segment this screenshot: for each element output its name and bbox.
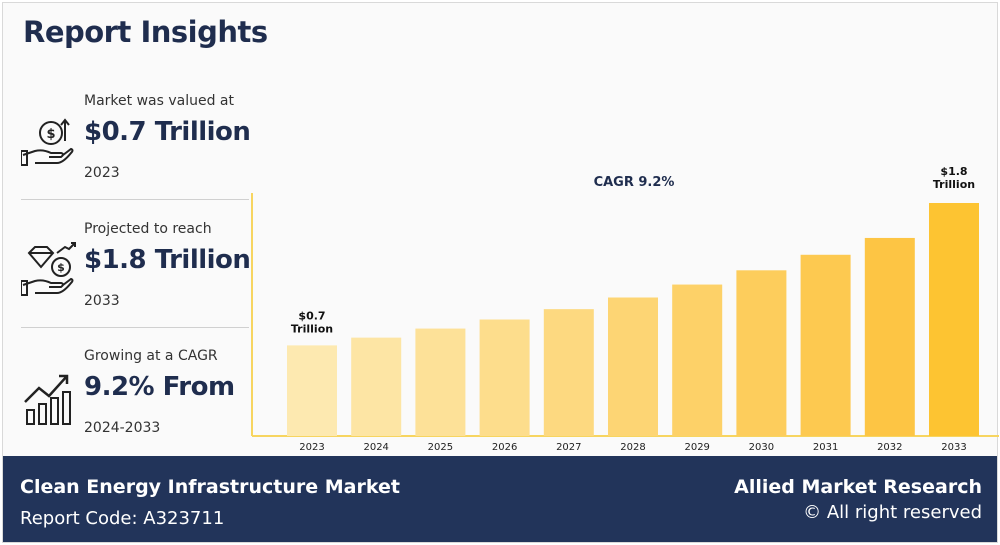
brand-name: Allied Market Research [734,476,982,498]
footer: Clean Energy Infrastructure Market Repor… [3,456,997,542]
bar-2027 [543,309,594,436]
bar-chart: 2023 2024 2025 2026 2027 2028 2029 2030 2031 2032… [251,153,1000,458]
x-tick-label: 2023 [299,442,324,453]
stat-value: $1.8 Trillion [84,245,251,275]
bar-2023 [287,345,337,436]
bar-2024 [351,337,402,436]
x-tick-label: 2031 [813,442,838,453]
x-tick-label: 2024 [363,442,388,453]
page-title: Report Insights [23,15,268,49]
growth-bars-icon [24,374,71,425]
stat-year: 2033 [84,293,120,309]
data-label-first: $0.7 [298,309,325,322]
stat-value: 9.2% From [84,372,235,402]
bar-2032 [864,237,915,436]
x-tick-label: 2029 [684,442,709,453]
svg-text:$: $ [46,127,55,142]
cagr-annotation: CAGR 9.2% [594,175,675,190]
stat-cagr: Growing at a CAGR 9.2% From 2024-2033 [21,348,251,476]
bar-chart-svg: 2023 2024 2025 2026 2027 2028 2029 2030 2031 2032… [251,165,999,453]
x-tick-label: 2025 [428,442,453,453]
bar-2029 [672,284,723,436]
data-label-last: $1.8 [940,165,967,178]
market-name: Clean Energy Infrastructure Market [20,476,400,498]
x-tick-label: 2026 [492,442,517,453]
x-tick-label: 2033 [941,442,966,453]
data-label-last: Trillion [933,178,975,191]
divider [21,199,249,200]
stat-label: Projected to reach [84,221,212,237]
x-tick-label: 2028 [620,442,645,453]
stat-value: $0.7 Trillion [84,117,251,147]
diamond-coin-hand-icon: $ [21,242,76,296]
data-label-first: Trillion [291,322,333,335]
bar-2026 [479,319,530,436]
x-tick-label: 2027 [556,442,581,453]
svg-text:$: $ [57,261,65,274]
stat-projected-value: $ Projected to reach $1.8 Trillion 2033 [21,221,251,349]
bar-2028 [608,297,658,436]
bar-2030 [736,270,787,436]
bar-2033 [929,203,979,436]
stat-year: 2023 [84,165,120,181]
bar-2025 [415,328,466,436]
bar-2031 [800,254,851,436]
stat-label: Market was valued at [84,93,234,109]
copyright: © All right reserved [803,502,982,523]
report-code: Report Code: A323711 [20,508,225,529]
stat-label: Growing at a CAGR [84,348,218,364]
x-tick-label: 2030 [749,442,774,453]
stat-year: 2024-2033 [84,420,161,436]
stat-market-value: $ Market was valued at $0.7 Trillion 202… [21,93,251,221]
divider [21,327,249,328]
money-hand-icon: $ [21,118,74,166]
x-tick-label: 2032 [877,442,902,453]
